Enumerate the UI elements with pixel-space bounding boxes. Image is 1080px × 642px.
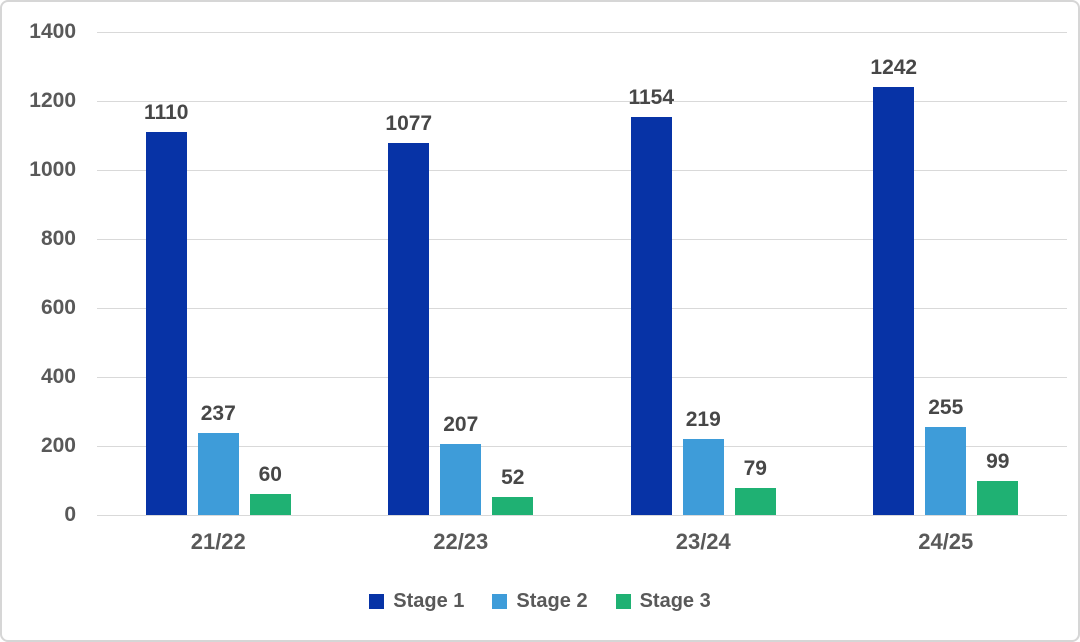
bar-stage-2 (197, 433, 239, 515)
grid-line (97, 515, 1067, 516)
bar-group-23-24: 1154 219 79 (582, 86, 825, 515)
bar-stage-1 (630, 116, 672, 515)
bar-stage-1 (873, 86, 915, 515)
bar-group-24-25: 1242 255 99 (825, 56, 1068, 515)
value-label: 1077 (385, 112, 433, 136)
bar-stage-1 (145, 132, 187, 515)
x-tick-label: 22/23 (433, 529, 489, 554)
legend-label: Stage 2 (516, 590, 588, 612)
value-label: 52 (501, 466, 525, 490)
bar-wrap: 1242 (870, 56, 917, 515)
bar-wrap: 1154 (628, 86, 674, 515)
plot-area: 1110 237 60 1077 207 52 1154 219 79 1242 255 99 (97, 32, 1068, 516)
legend-item-stage-1: Stage 1 (369, 590, 464, 613)
value-label: 99 (986, 449, 1010, 473)
bar-stage-3 (249, 494, 291, 515)
grid-line (97, 308, 1067, 309)
bar-stage-3 (734, 487, 776, 515)
y-tick-label: 800 (40, 227, 76, 250)
legend: Stage 1 Stage 2 Stage 3 (2, 590, 1078, 613)
x-tick-label: 23/24 (675, 529, 731, 554)
bar-stage-3 (492, 497, 534, 515)
grid-line (97, 101, 1067, 102)
bar-wrap: 237 (197, 402, 239, 515)
x-tick-label: 24/25 (918, 529, 974, 554)
grid-line (97, 170, 1067, 171)
value-label: 1154 (628, 85, 675, 109)
grid-line (97, 239, 1067, 240)
value-label: 79 (743, 456, 767, 480)
legend-swatch-icon (369, 594, 385, 609)
bar-stage-1 (388, 143, 430, 515)
bar-wrap: 1077 (385, 112, 432, 515)
y-tick-label: 200 (40, 434, 76, 457)
value-label: 1242 (870, 55, 918, 79)
value-label: 219 (685, 408, 721, 432)
bar-stage-2 (925, 427, 967, 515)
legend-swatch-icon (615, 594, 631, 609)
grid-line (97, 377, 1067, 378)
x-tick-label: 21/22 (190, 529, 246, 554)
bar-wrap: 207 (440, 413, 482, 515)
value-label: 207 (443, 412, 479, 436)
legend-label: Stage 3 (639, 590, 711, 612)
y-tick-label: 400 (40, 365, 76, 388)
bar-group-21-22: 1110 237 60 (97, 101, 340, 515)
value-label: 237 (200, 402, 236, 426)
y-tick-label: 0 (64, 503, 76, 526)
bar-stage-3 (977, 480, 1019, 515)
bar-wrap: 99 (977, 450, 1019, 515)
bar-wrap: 219 (682, 408, 724, 515)
legend-swatch-icon (492, 594, 508, 609)
value-label: 1110 (144, 101, 189, 125)
bar-stage-2 (440, 443, 482, 515)
grid-line (97, 446, 1067, 447)
value-label: 60 (258, 463, 282, 487)
legend-label: Stage 1 (393, 590, 465, 612)
y-tick-label: 1200 (29, 89, 76, 112)
y-tick-label: 1000 (29, 158, 76, 181)
y-tick-label: 600 (40, 296, 76, 319)
legend-item-stage-3: Stage 3 (615, 590, 711, 613)
bar-wrap: 1110 (144, 101, 188, 515)
bar-wrap: 79 (734, 457, 776, 515)
bar-group-22-23: 1077 207 52 (340, 112, 583, 515)
y-tick-label: 1400 (29, 20, 76, 43)
bar-wrap: 52 (492, 466, 534, 515)
legend-item-stage-2: Stage 2 (492, 590, 588, 613)
bar-wrap: 60 (249, 463, 291, 515)
bar-stage-2 (682, 439, 724, 515)
bar-wrap: 255 (925, 396, 967, 515)
value-label: 255 (928, 396, 964, 420)
grid-line (97, 32, 1067, 33)
